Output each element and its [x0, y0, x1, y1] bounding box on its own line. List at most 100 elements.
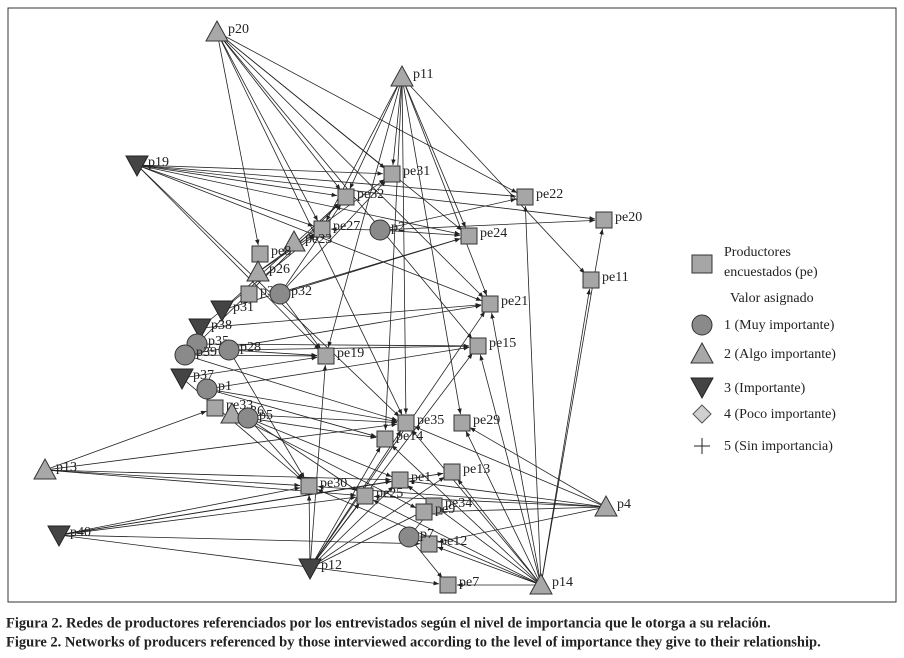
edge: [247, 417, 358, 492]
node-label: p2: [391, 220, 405, 235]
node-square: [251, 245, 269, 263]
node-circle: [196, 378, 218, 400]
edge: [309, 364, 328, 569]
edge: [437, 506, 607, 544]
edge: [216, 31, 341, 191]
edge: [199, 302, 482, 329]
edge: [391, 76, 403, 166]
node-square: [443, 463, 461, 481]
edge: [136, 164, 400, 418]
edge: [457, 478, 542, 586]
edge: [136, 164, 384, 176]
edge: [540, 288, 591, 586]
node-triangle: [246, 259, 270, 282]
edge: [216, 31, 319, 222]
edge: [247, 417, 377, 440]
node-label: p39: [196, 345, 217, 360]
edge: [216, 31, 260, 246]
node-circle: [269, 283, 291, 305]
node-label: pe35: [417, 413, 444, 428]
edge: [309, 352, 473, 569]
edge: [373, 494, 607, 508]
edge: [401, 76, 586, 274]
edge: [309, 446, 381, 569]
edge: [379, 229, 461, 238]
node-square: [516, 188, 534, 206]
node-label: p31: [233, 300, 254, 315]
edge: [309, 486, 394, 569]
edge: [469, 427, 607, 508]
edge: [247, 417, 392, 477]
legend-triangle: [690, 341, 714, 364]
edge: [136, 164, 461, 236]
edge: [136, 164, 338, 198]
node-circle: [398, 526, 420, 548]
edge: [58, 472, 444, 536]
edge: [437, 546, 542, 586]
edge: [44, 422, 398, 471]
edge: [479, 354, 542, 586]
edge: [465, 430, 542, 586]
node-label: p4: [617, 497, 631, 512]
edge: [372, 499, 542, 586]
legend-text: Productores: [724, 245, 791, 260]
node-label: p1: [218, 379, 232, 394]
edge: [231, 413, 398, 425]
edge: [228, 343, 470, 351]
node-label: pe24: [480, 226, 507, 241]
node-label: pe8: [271, 244, 291, 259]
edge: [408, 479, 607, 508]
node-circle: [369, 219, 391, 241]
node-label: pe20: [615, 210, 642, 225]
node-triangle-down: [210, 300, 234, 323]
legend-text: 3 (Importante): [724, 381, 806, 396]
node-label: pe1: [411, 470, 431, 485]
edge: [58, 534, 421, 546]
edge: [184, 354, 398, 421]
edge: [216, 31, 518, 194]
legend-heading: Valor asignado: [730, 291, 814, 306]
edge: [306, 494, 312, 569]
edge: [327, 76, 403, 348]
node-square: [376, 430, 394, 448]
node-square: [469, 337, 487, 355]
edge: [58, 486, 301, 536]
edge: [490, 312, 542, 586]
node-label: pe21: [501, 294, 528, 309]
node-label: pe34: [445, 496, 472, 511]
edge: [216, 31, 484, 298]
edge: [206, 388, 398, 423]
edge: [228, 349, 318, 358]
node-label: pe25: [376, 486, 403, 501]
edge: [221, 238, 461, 311]
node-label: pe30: [320, 476, 347, 491]
edge: [44, 469, 301, 488]
legend-diamond: [692, 404, 712, 424]
edge: [44, 469, 392, 482]
node-square: [397, 414, 415, 432]
node-triangle: [282, 229, 306, 252]
node-square: [317, 347, 335, 365]
node-label: p38: [211, 318, 232, 333]
edge: [279, 293, 321, 350]
caption: Figure 2. Networks of producers referenc…: [6, 634, 821, 650]
edge: [309, 311, 486, 569]
node-label: p12: [321, 558, 342, 573]
legend-text: 4 (Poco importante): [724, 407, 836, 422]
node-label: p19: [148, 155, 169, 170]
edge: [309, 476, 445, 569]
node-triangle-down: [188, 318, 212, 341]
node-triangle-down: [298, 558, 322, 581]
node-label: p13: [56, 460, 77, 475]
node-square: [356, 487, 374, 505]
node-triangle: [33, 457, 57, 480]
edge: [58, 534, 440, 586]
edge: [279, 204, 342, 295]
node-square: [313, 220, 331, 238]
frame: [7, 7, 897, 603]
edge: [379, 198, 517, 231]
node-square: [240, 285, 258, 303]
legend-text: 2 (Algo importante): [724, 347, 836, 362]
node-square: [460, 227, 478, 245]
